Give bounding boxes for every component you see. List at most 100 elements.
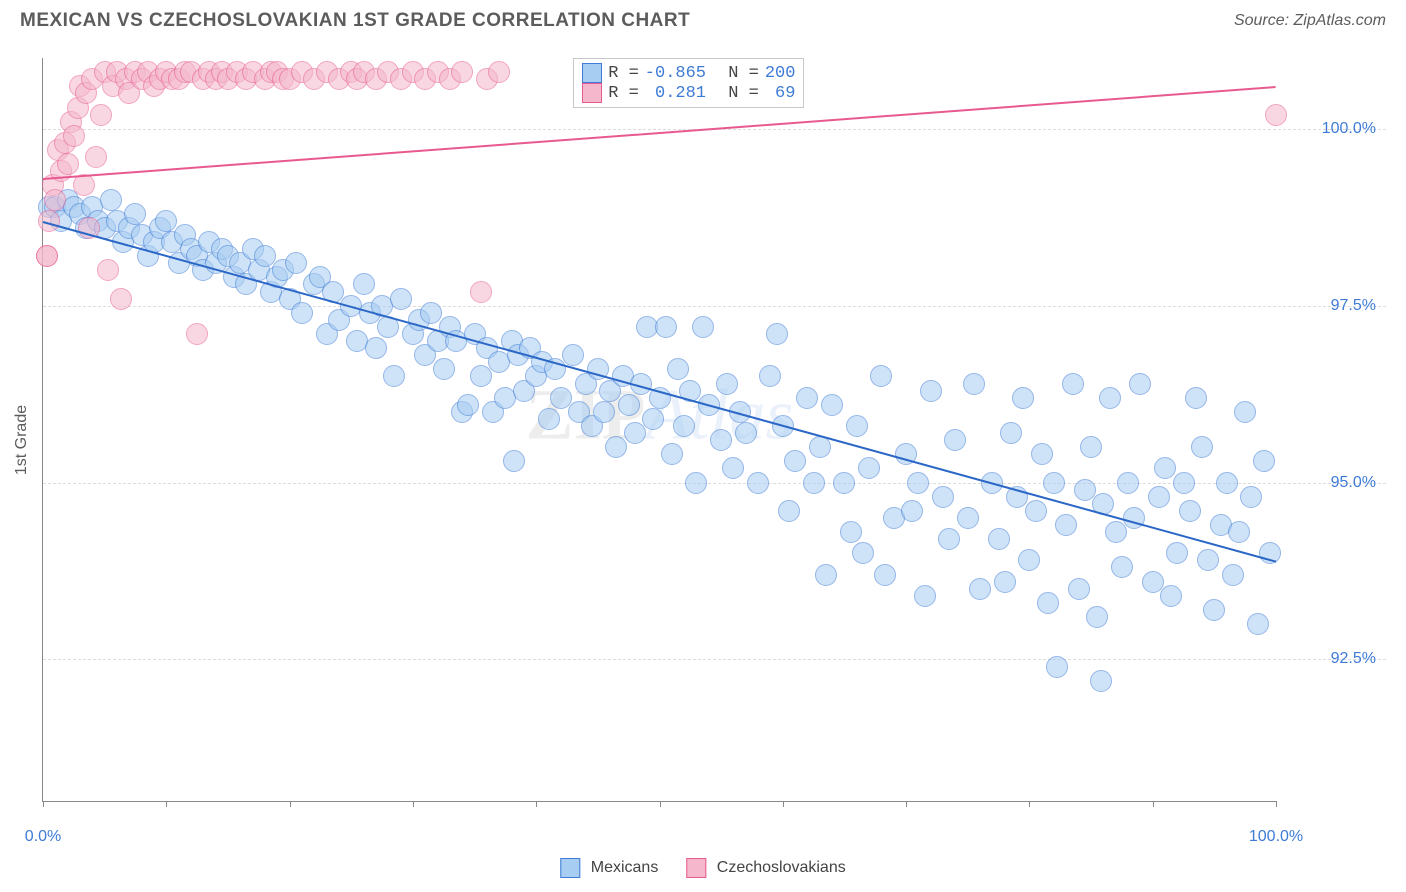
data-point-mexicans bbox=[618, 394, 640, 416]
data-point-mexicans bbox=[1234, 401, 1256, 423]
data-point-mexicans bbox=[1031, 443, 1053, 465]
r-label: R = bbox=[608, 84, 639, 103]
data-point-mexicans bbox=[642, 408, 664, 430]
data-point-mexicans bbox=[1062, 373, 1084, 395]
data-point-czechoslovakians bbox=[44, 189, 66, 211]
data-point-mexicans bbox=[285, 252, 307, 274]
data-point-mexicans bbox=[1111, 556, 1133, 578]
ytick-label: 97.5% bbox=[1286, 297, 1376, 315]
xtick bbox=[166, 801, 167, 807]
data-point-mexicans bbox=[1154, 457, 1176, 479]
data-point-mexicans bbox=[874, 564, 896, 586]
xtick-label: 100.0% bbox=[1249, 828, 1303, 846]
data-point-mexicans bbox=[550, 387, 572, 409]
data-point-mexicans bbox=[1055, 514, 1077, 536]
data-point-czechoslovakians bbox=[85, 146, 107, 168]
data-point-mexicans bbox=[858, 457, 880, 479]
data-point-mexicans bbox=[994, 571, 1016, 593]
data-point-mexicans bbox=[852, 542, 874, 564]
data-point-mexicans bbox=[1166, 542, 1188, 564]
data-point-mexicans bbox=[815, 564, 837, 586]
data-point-mexicans bbox=[655, 316, 677, 338]
xtick bbox=[906, 801, 907, 807]
data-point-mexicans bbox=[673, 415, 695, 437]
data-point-mexicans bbox=[1179, 500, 1201, 522]
data-point-mexicans bbox=[1043, 472, 1065, 494]
data-point-mexicans bbox=[932, 486, 954, 508]
data-point-czechoslovakians bbox=[90, 104, 112, 126]
data-point-mexicans bbox=[988, 528, 1010, 550]
data-point-czechoslovakians bbox=[186, 323, 208, 345]
data-point-mexicans bbox=[661, 443, 683, 465]
data-point-mexicans bbox=[1222, 564, 1244, 586]
n-value-czechoslovakians: 69 bbox=[765, 84, 796, 103]
legend-label-mexicans: Mexicans bbox=[591, 859, 659, 876]
n-label: N = bbox=[728, 84, 759, 103]
data-point-mexicans bbox=[809, 436, 831, 458]
data-point-mexicans bbox=[254, 245, 276, 267]
data-point-mexicans bbox=[470, 365, 492, 387]
data-point-mexicans bbox=[914, 585, 936, 607]
r-value-mexicans: -0.865 bbox=[645, 64, 706, 83]
data-point-mexicans bbox=[907, 472, 929, 494]
data-point-mexicans bbox=[1090, 670, 1112, 692]
data-point-mexicans bbox=[1074, 479, 1096, 501]
data-point-mexicans bbox=[390, 288, 412, 310]
data-point-mexicans bbox=[562, 344, 584, 366]
data-point-mexicans bbox=[353, 273, 375, 295]
data-point-mexicans bbox=[1025, 500, 1047, 522]
data-point-mexicans bbox=[1160, 585, 1182, 607]
swatch-czechoslovakians-icon bbox=[686, 858, 706, 878]
legend-item-mexicans: Mexicans bbox=[560, 858, 658, 878]
data-point-mexicans bbox=[457, 394, 479, 416]
data-point-mexicans bbox=[1046, 656, 1068, 678]
data-point-mexicans bbox=[778, 500, 800, 522]
data-point-mexicans bbox=[1240, 486, 1262, 508]
data-point-mexicans bbox=[1185, 387, 1207, 409]
swatch-mexicans-icon bbox=[560, 858, 580, 878]
r-label: R = bbox=[608, 64, 639, 83]
n-value-mexicans: 200 bbox=[765, 64, 796, 83]
data-point-mexicans bbox=[1105, 521, 1127, 543]
data-point-mexicans bbox=[710, 429, 732, 451]
data-point-mexicans bbox=[433, 358, 455, 380]
data-point-mexicans bbox=[383, 365, 405, 387]
xtick bbox=[1153, 801, 1154, 807]
data-point-mexicans bbox=[944, 429, 966, 451]
data-point-mexicans bbox=[722, 457, 744, 479]
data-point-mexicans bbox=[1099, 387, 1121, 409]
xtick-label: 0.0% bbox=[25, 828, 61, 846]
swatch-czechoslovakians-icon bbox=[582, 83, 602, 103]
ytick-label: 100.0% bbox=[1286, 120, 1376, 138]
data-point-mexicans bbox=[503, 450, 525, 472]
data-point-mexicans bbox=[938, 528, 960, 550]
data-point-mexicans bbox=[1080, 436, 1102, 458]
data-point-czechoslovakians bbox=[451, 61, 473, 83]
legend-label-czechoslovakians: Czechoslovakians bbox=[717, 859, 846, 876]
data-point-mexicans bbox=[100, 189, 122, 211]
data-point-mexicans bbox=[1012, 387, 1034, 409]
data-point-mexicans bbox=[685, 472, 707, 494]
data-point-mexicans bbox=[969, 578, 991, 600]
data-point-czechoslovakians bbox=[36, 245, 58, 267]
data-point-mexicans bbox=[1142, 571, 1164, 593]
ytick-label: 95.0% bbox=[1286, 474, 1376, 492]
data-point-czechoslovakians bbox=[97, 259, 119, 281]
data-point-mexicans bbox=[1228, 521, 1250, 543]
data-point-mexicans bbox=[784, 450, 806, 472]
data-point-mexicans bbox=[420, 302, 442, 324]
data-point-mexicans bbox=[1148, 486, 1170, 508]
xtick bbox=[536, 801, 537, 807]
data-point-czechoslovakians bbox=[488, 61, 510, 83]
data-point-mexicans bbox=[963, 373, 985, 395]
xtick bbox=[1029, 801, 1030, 807]
data-point-mexicans bbox=[735, 422, 757, 444]
ytick-label: 92.5% bbox=[1286, 650, 1376, 668]
data-point-mexicans bbox=[155, 210, 177, 232]
data-point-mexicans bbox=[1216, 472, 1238, 494]
data-point-mexicans bbox=[1117, 472, 1139, 494]
data-point-czechoslovakians bbox=[38, 210, 60, 232]
data-point-mexicans bbox=[870, 365, 892, 387]
data-point-czechoslovakians bbox=[1265, 104, 1287, 126]
data-point-czechoslovakians bbox=[73, 174, 95, 196]
